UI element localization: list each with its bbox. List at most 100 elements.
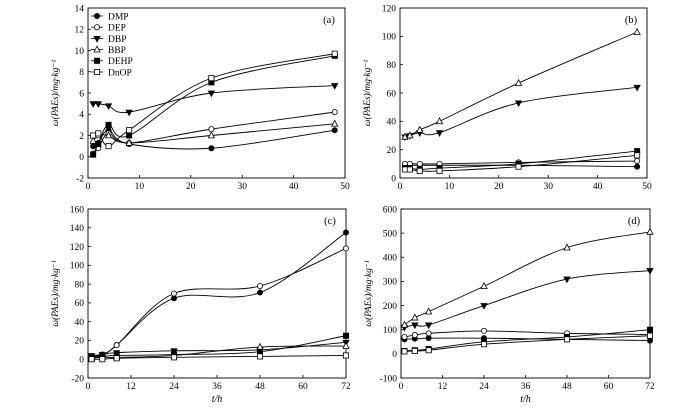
data-point [633, 84, 641, 92]
chart-panel-4: 0 12 24 36 48 60 72-1000100200300400500600ω(PA… [363, 205, 655, 405]
data-point [331, 109, 338, 116]
data-point [170, 354, 177, 361]
data-point [406, 131, 414, 139]
series-dbp [400, 268, 654, 332]
series-dnop [401, 152, 641, 174]
panels: 0 10 20 30 40 50-202468101214ω(PAEs)/mg·kg⁻¹(… [50, 4, 655, 405]
x-tick-label: 72 [341, 382, 351, 392]
legend-marker [94, 69, 101, 76]
x-tick-label: 30 [237, 182, 247, 192]
data-point [88, 356, 95, 363]
y-tick-label: 600 [383, 205, 398, 215]
x-tick-label: 60 [298, 382, 308, 392]
data-point [411, 347, 418, 354]
data-point [104, 103, 113, 110]
y-tick-label: 10 [75, 47, 85, 57]
data-point [95, 140, 102, 147]
series-dnop [90, 50, 338, 150]
legend-label: DBP [108, 35, 126, 45]
legend-marker [94, 24, 101, 31]
x-tick-label: 10 [445, 182, 455, 192]
x-tick-label: 36 [212, 382, 222, 392]
data-point [435, 130, 444, 137]
y-tick-label: 60 [387, 89, 397, 99]
y-tick-label: 400 [383, 254, 398, 264]
legend-marker [94, 57, 101, 64]
legend-label: DEHP [108, 57, 133, 67]
legend-label: DEP [108, 24, 126, 34]
x-tick-label: 24 [479, 382, 489, 392]
data-point [99, 356, 106, 363]
x-tick-label: 0 [399, 382, 404, 392]
legend-marker [93, 36, 101, 43]
data-point [480, 341, 487, 348]
series-bbp [400, 227, 654, 328]
legend-entry-dep: DEP [91, 24, 126, 34]
x-tick-label: 72 [645, 382, 655, 392]
series-line [404, 231, 651, 326]
data-point [89, 101, 97, 108]
y-tick-label: 0 [79, 153, 84, 163]
legend-entry-dehp: DEHP [91, 57, 133, 67]
data-point [416, 167, 423, 174]
x-tick-label: 0 [86, 182, 91, 192]
y-tick-label: 0 [79, 356, 84, 366]
y-tick-label: 100 [382, 33, 397, 43]
data-point [125, 109, 133, 117]
data-point [634, 163, 641, 170]
data-point [126, 127, 133, 134]
data-point [514, 78, 523, 86]
panel-label: (b) [625, 15, 638, 26]
plot-frame [399, 7, 648, 179]
y-tick-label: -2 [76, 174, 84, 184]
y-tick-label: 80 [75, 280, 85, 290]
data-point [647, 326, 654, 333]
data-point [331, 83, 339, 90]
data-point [256, 289, 263, 296]
y-tick-label: 120 [70, 243, 85, 253]
y-axis-label: ω(PAEs)/mg·kg⁻¹ [50, 60, 61, 127]
series-dbp [89, 83, 339, 117]
data-point [416, 125, 424, 133]
data-point [94, 101, 102, 108]
y-tick-label: -100 [380, 374, 398, 384]
y-tick-label: 60 [75, 299, 85, 309]
data-point [90, 151, 97, 158]
x-axis-label: t/h [212, 394, 223, 405]
y-tick-label: 40 [75, 318, 85, 328]
y-tick-label: 14 [75, 4, 85, 14]
y-axis-label: ω(PAEs)/mg·kg⁻¹ [363, 260, 374, 327]
data-point [406, 166, 413, 173]
data-point [401, 166, 408, 173]
y-tick-label: 80 [387, 61, 397, 71]
x-axis-label: t/h [520, 394, 531, 405]
data-point [425, 335, 432, 342]
data-point [113, 342, 120, 349]
data-point [633, 27, 641, 35]
legend-label: DnOP [108, 68, 132, 78]
data-point [563, 276, 571, 284]
series-line [404, 270, 651, 328]
y-axis-label: ω(PAEs)/mg·kg⁻¹ [50, 260, 61, 327]
plot-frame [400, 208, 651, 379]
panel-label: (c) [324, 216, 336, 227]
data-point [514, 100, 523, 108]
plot-frame [87, 7, 346, 179]
data-point [342, 332, 349, 339]
data-point [646, 268, 654, 275]
x-tick-label: 20 [186, 182, 196, 192]
data-point [647, 332, 654, 339]
data-point [563, 243, 571, 251]
y-tick-label: 20 [387, 146, 397, 156]
data-point [105, 121, 112, 128]
data-point [105, 143, 112, 150]
x-tick-label: 0 [86, 382, 91, 392]
x-tick-label: 40 [289, 182, 299, 192]
legend-entry-dnop: DnOP [91, 68, 132, 78]
data-point [331, 119, 339, 127]
data-point [256, 353, 263, 360]
series-line [404, 86, 638, 138]
series-line [404, 330, 651, 338]
data-point [170, 290, 177, 297]
y-tick-label: 6 [79, 89, 84, 99]
